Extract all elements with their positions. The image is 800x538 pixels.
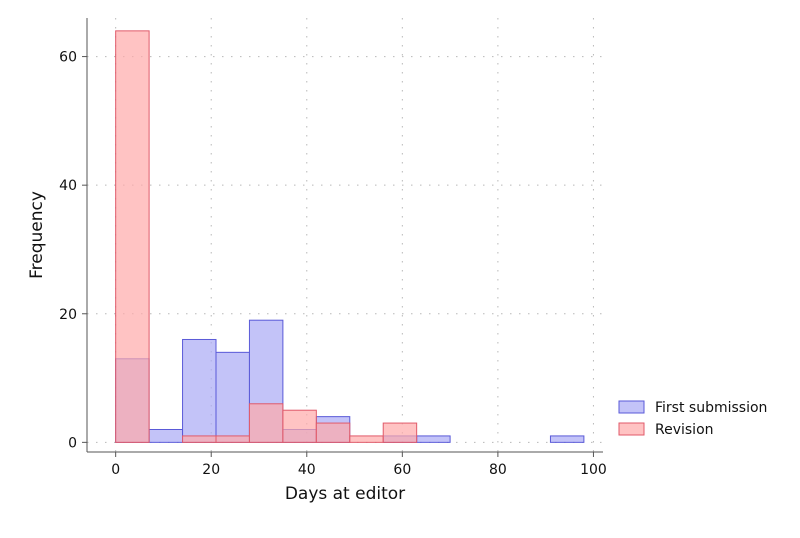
legend-swatch	[618, 400, 645, 414]
bar-revision	[215, 435, 250, 443]
bars	[115, 30, 585, 443]
x-tick-label: 0	[111, 462, 120, 478]
bar-revision	[248, 403, 284, 443]
bar-first-submission	[148, 428, 184, 443]
gridlines	[87, 18, 603, 452]
legend-swatch	[618, 422, 645, 436]
bar-revision	[182, 435, 217, 443]
bar-revision	[315, 422, 351, 443]
x-tick-label: 60	[393, 462, 411, 478]
x-axis-title: Days at editor	[285, 484, 405, 504]
bar-first-submission	[416, 435, 451, 443]
x-tick-label: 40	[298, 462, 316, 478]
legend: First submission Revision	[618, 400, 767, 438]
bar-revision	[115, 30, 150, 443]
y-tick-label: 0	[68, 435, 77, 451]
y-tick-label: 40	[59, 178, 77, 194]
bar-first-submission	[215, 351, 250, 443]
y-tick-label: 20	[59, 307, 77, 323]
x-tick-label: 20	[202, 462, 220, 478]
y-axis-title: Frequency	[27, 191, 47, 279]
x-tick-label: 100	[580, 462, 607, 478]
y-tick-label: 60	[59, 50, 77, 66]
legend-label: First submission	[655, 400, 767, 416]
bar-first-submission	[549, 435, 585, 443]
bar-first-submission	[182, 338, 217, 443]
bar-revision	[349, 435, 384, 443]
axes	[86, 18, 603, 453]
bar-revision	[382, 422, 418, 443]
legend-label: Revision	[655, 422, 714, 438]
x-tick-label: 80	[489, 462, 507, 478]
ticks: 0 20 40 60 80 100 0 20 40 60	[59, 50, 607, 478]
bar-revision	[282, 409, 317, 443]
